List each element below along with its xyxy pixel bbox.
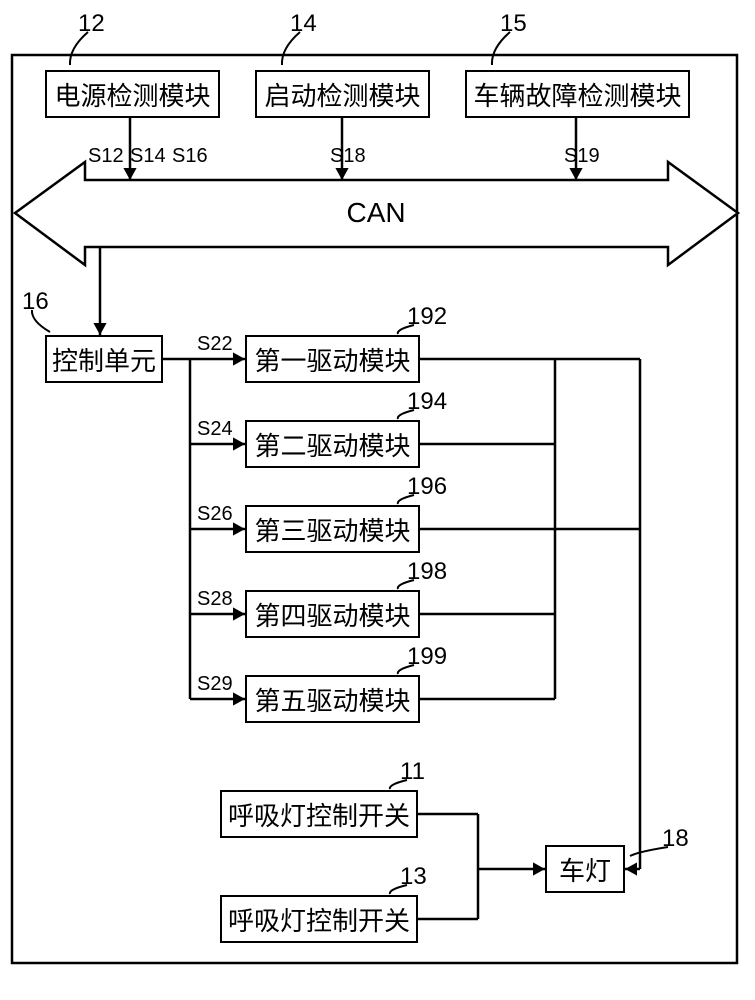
node-breath2: 呼吸灯控制开关	[220, 895, 418, 943]
node-fault: 车辆故障检测模块	[465, 70, 690, 118]
node-fault-label: 车辆故障检测模块	[473, 76, 681, 113]
signal-s14: S14	[130, 145, 166, 168]
node-drv1-label: 第一驱动模块	[254, 341, 410, 378]
node-breath1: 呼吸灯控制开关	[220, 790, 418, 838]
ref-13: 13	[400, 863, 427, 891]
ref-198: 198	[407, 558, 447, 586]
can-bus-label: CAN	[347, 197, 406, 229]
node-lamp: 车灯	[545, 845, 625, 893]
node-control: 控制单元	[45, 335, 163, 383]
signal-s26: S26	[197, 503, 233, 526]
node-drv2-label: 第二驱动模块	[254, 426, 410, 463]
signal-s18: S18	[330, 145, 366, 168]
node-control-label: 控制单元	[52, 341, 156, 378]
signal-s24: S24	[197, 418, 233, 441]
ref-11: 11	[400, 758, 425, 786]
ref-18: 18	[662, 825, 689, 853]
signal-s16: S16	[172, 145, 208, 168]
signal-s29: S29	[197, 673, 233, 696]
ref-14: 14	[290, 10, 317, 38]
signal-s19: S19	[564, 145, 600, 168]
node-drv3-label: 第三驱动模块	[254, 511, 410, 548]
node-lamp-label: 车灯	[559, 851, 611, 888]
signal-s22: S22	[197, 333, 233, 356]
node-drv3: 第三驱动模块	[245, 505, 420, 553]
node-breath2-label: 呼吸灯控制开关	[228, 901, 410, 938]
node-drv5: 第五驱动模块	[245, 675, 420, 723]
signal-s12: S12	[88, 145, 124, 168]
ref-194: 194	[407, 388, 447, 416]
node-drv1: 第一驱动模块	[245, 335, 420, 383]
ref-15: 15	[500, 10, 527, 38]
node-power-label: 电源检测模块	[54, 76, 210, 113]
node-drv4: 第四驱动模块	[245, 590, 420, 638]
ref-199: 199	[407, 643, 447, 671]
ref-16: 16	[22, 288, 49, 316]
ref-12: 12	[78, 10, 105, 38]
node-start: 启动检测模块	[255, 70, 430, 118]
node-drv4-label: 第四驱动模块	[254, 596, 410, 633]
node-drv5-label: 第五驱动模块	[254, 681, 410, 718]
signal-s28: S28	[197, 588, 233, 611]
node-power: 电源检测模块	[45, 70, 220, 118]
ref-196: 196	[407, 473, 447, 501]
node-breath1-label: 呼吸灯控制开关	[228, 796, 410, 833]
node-start-label: 启动检测模块	[264, 76, 420, 113]
ref-192: 192	[407, 303, 447, 331]
node-drv2: 第二驱动模块	[245, 420, 420, 468]
